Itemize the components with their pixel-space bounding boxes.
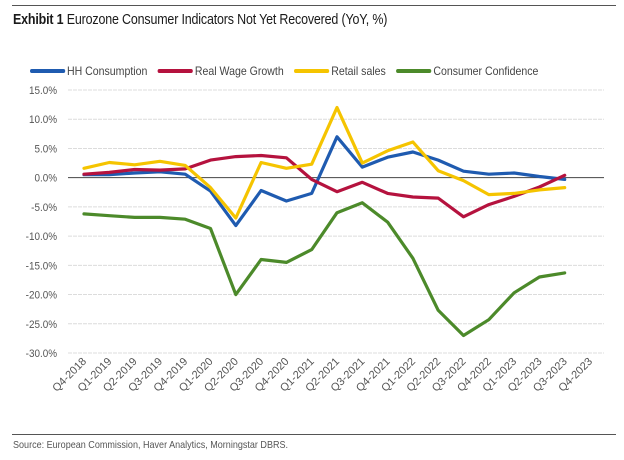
legend-item: Consumer Confidence xyxy=(396,64,538,78)
legend-swatch xyxy=(30,69,66,73)
legend: HH Consumption Real Wage Growth Retail sal… xyxy=(30,64,549,78)
series-line-hh-consumption xyxy=(82,135,567,228)
chart-title: Exhibit 1 Eurozone Consumer Indicators N… xyxy=(13,12,387,28)
gridlines xyxy=(68,89,604,354)
exhibit-label: Exhibit 1 xyxy=(13,12,64,28)
y-tick-label: -10.0% xyxy=(26,232,57,244)
legend-swatch xyxy=(294,69,330,73)
y-tick-label: 5.0% xyxy=(34,144,57,156)
source-note: Source: European Commission, Haver Analy… xyxy=(13,439,289,451)
y-tick-label: 10.0% xyxy=(29,115,57,127)
legend-label: HH Consumption xyxy=(66,64,148,78)
legend-swatch xyxy=(157,69,194,73)
legend-swatch xyxy=(396,69,432,73)
legend-item: Retail sales xyxy=(294,64,386,78)
legend-label: Retail sales xyxy=(331,64,386,78)
x-axis-tick-labels: Q4-2018Q1-2019Q2-2019Q3-2019Q4-2019Q1-20… xyxy=(50,356,595,395)
series-lines xyxy=(82,105,567,338)
y-tick-label: -5.0% xyxy=(31,202,57,214)
legend-label: Real Wage Growth xyxy=(194,64,284,78)
y-tick-label: -15.0% xyxy=(26,261,57,273)
y-axis-tick-labels: 15.0% 10.0% 5.0% 0.0% -5.0% -10.0% -15.0% -20.0… xyxy=(26,86,57,361)
legend-item: Real Wage Growth xyxy=(157,64,284,78)
series-line-retail-sales xyxy=(82,105,567,220)
title-text: Eurozone Consumer Indicators Not Yet Rec… xyxy=(66,12,388,28)
y-tick-label: 0.0% xyxy=(34,173,57,185)
legend-item: HH Consumption xyxy=(30,64,147,78)
legend-label: Consumer Confidence xyxy=(433,64,539,78)
bottom-rule xyxy=(12,434,616,435)
y-tick-label: -30.0% xyxy=(26,349,57,361)
y-tick-label: -25.0% xyxy=(26,319,57,331)
y-tick-label: -20.0% xyxy=(26,290,57,302)
series-line-consumer-confidence xyxy=(82,201,567,338)
series-line-real-wage-growth xyxy=(82,153,567,219)
y-tick-label: 15.0% xyxy=(29,86,57,98)
line-chart: 15.0% 10.0% 5.0% 0.0% -5.0% -10.0% -15.0% -20.0… xyxy=(26,86,604,395)
top-rule xyxy=(12,5,616,6)
